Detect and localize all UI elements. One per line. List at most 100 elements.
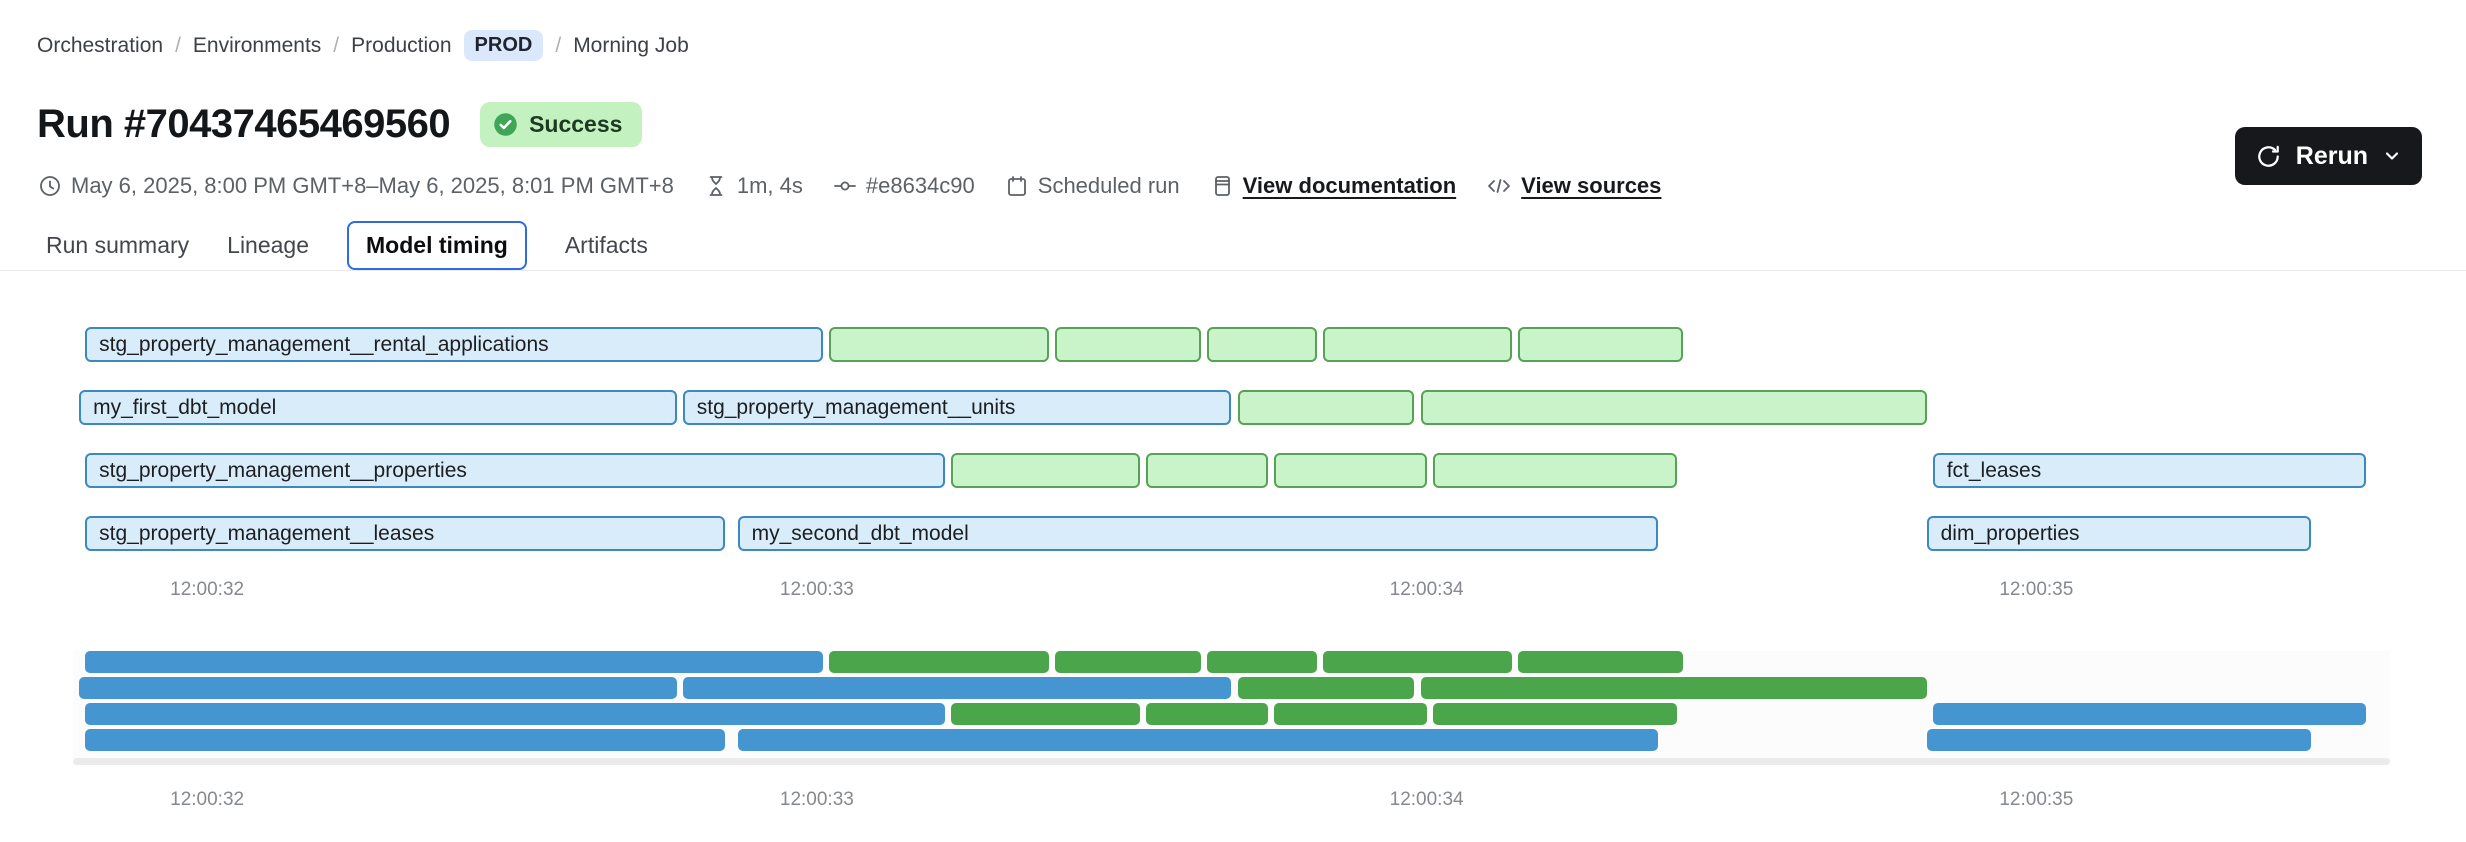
gantt-bar[interactable] bbox=[1274, 453, 1427, 488]
gantt-bar[interactable] bbox=[1237, 390, 1415, 425]
breadcrumb-item-morning-job[interactable]: Morning Job bbox=[573, 33, 689, 57]
status-badge: Success bbox=[480, 102, 643, 147]
minimap-bar[interactable] bbox=[1054, 651, 1201, 673]
axis-tick-label: 12:00:33 bbox=[779, 789, 854, 810]
gantt-bar[interactable]: stg_property_management__units bbox=[682, 390, 1232, 425]
minimap-bar[interactable] bbox=[737, 729, 1659, 751]
gantt-bar[interactable] bbox=[1322, 327, 1512, 362]
axis-tick-label: 12:00:35 bbox=[1999, 789, 2074, 810]
breadcrumb-item-production[interactable]: Production bbox=[351, 33, 452, 57]
chevron-down-icon bbox=[2385, 152, 2399, 160]
gantt-bar[interactable]: stg_property_management__leases bbox=[85, 516, 726, 551]
minimap-bar[interactable] bbox=[1932, 703, 2366, 725]
gantt-bar[interactable] bbox=[1432, 453, 1677, 488]
breadcrumb-separator: / bbox=[555, 33, 562, 57]
gantt-bar[interactable]: stg_property_management__properties bbox=[85, 453, 945, 488]
gantt-bar[interactable] bbox=[1518, 327, 1683, 362]
run-tabs: Run summary Lineage Model timing Artifac… bbox=[0, 221, 2466, 271]
model-name-label: stg_property_management__properties bbox=[99, 459, 467, 482]
page-title: Run #70437465469560 bbox=[37, 102, 451, 146]
axis-tick-label: 12:00:34 bbox=[1389, 789, 1464, 810]
document-icon bbox=[1214, 176, 1230, 196]
breadcrumb-separator: / bbox=[175, 33, 181, 57]
breadcrumb: Orchestration / Environments / Productio… bbox=[0, 0, 2466, 61]
minimap-bar[interactable] bbox=[1274, 703, 1427, 725]
minimap-bar[interactable] bbox=[1207, 651, 1317, 673]
clock-icon bbox=[40, 176, 60, 196]
gantt-bar[interactable]: stg_property_management__rental_applicat… bbox=[85, 327, 823, 362]
gantt-row: stg_property_management__leases my_second… bbox=[73, 516, 2390, 551]
view-documentation-link-item: View documentation bbox=[1210, 173, 1457, 199]
minimap-row bbox=[73, 651, 2390, 673]
gantt-bar[interactable] bbox=[1207, 327, 1317, 362]
breadcrumb-separator: / bbox=[333, 33, 340, 57]
minimap-bar[interactable] bbox=[829, 651, 1049, 673]
model-name-label: fct_leases bbox=[1946, 459, 2042, 482]
code-icon bbox=[1488, 179, 1511, 193]
timeline-minimap bbox=[73, 651, 2390, 765]
environment-badge: PROD bbox=[463, 30, 544, 61]
minimap-bar[interactable] bbox=[951, 703, 1141, 725]
status-label: Success bbox=[529, 111, 623, 137]
timeline-scrollbar[interactable] bbox=[73, 758, 2390, 765]
gantt-row: my_first_dbt_model stg_property_managemen… bbox=[73, 390, 2390, 425]
check-circle-icon bbox=[494, 113, 517, 136]
gantt-bar[interactable] bbox=[1054, 327, 1201, 362]
hourglass-icon bbox=[709, 176, 723, 196]
model-name-label: stg_property_management__rental_applicat… bbox=[99, 333, 549, 356]
model-timing-chart: stg_property_management__rental_applicat… bbox=[73, 327, 2390, 813]
commit-hash: #e8634c90 bbox=[833, 173, 975, 199]
tab-artifacts[interactable]: Artifacts bbox=[564, 232, 648, 258]
gantt-bar[interactable] bbox=[951, 453, 1141, 488]
minimap-bar[interactable] bbox=[85, 703, 945, 725]
gantt-bar[interactable] bbox=[1146, 453, 1269, 488]
minimap-row bbox=[73, 729, 2390, 751]
rerun-button[interactable]: Rerun bbox=[2234, 127, 2422, 185]
axis-tick-label: 12:00:32 bbox=[170, 579, 245, 600]
tab-run-summary[interactable]: Run summary bbox=[46, 232, 190, 258]
axis-tick-label: 12:00:33 bbox=[779, 579, 854, 600]
model-name-label: my_first_dbt_model bbox=[93, 396, 277, 419]
minimap-bar[interactable] bbox=[85, 651, 823, 673]
gantt-time-axis: 12:00:32 12:00:33 12:00:34 12:00:35 bbox=[73, 579, 2390, 603]
gantt-row: stg_property_management__properties fct_l… bbox=[73, 453, 2390, 488]
run-trigger: Scheduled run bbox=[1005, 173, 1180, 199]
rerun-label: Rerun bbox=[2295, 141, 2368, 170]
breadcrumb-item-environments[interactable]: Environments bbox=[192, 33, 322, 57]
minimap-bar[interactable] bbox=[1322, 651, 1512, 673]
gantt-bar[interactable]: fct_leases bbox=[1932, 453, 2366, 488]
gantt-bar[interactable] bbox=[829, 327, 1049, 362]
axis-tick-label: 12:00:34 bbox=[1389, 579, 1464, 600]
gantt-bar[interactable]: my_second_dbt_model bbox=[737, 516, 1659, 551]
breadcrumb-item-orchestration[interactable]: Orchestration bbox=[37, 33, 164, 57]
model-name-label: dim_properties bbox=[1940, 522, 2080, 545]
run-metadata: May 6, 2025, 8:00 PM GMT+8–May 6, 2025, … bbox=[38, 173, 2466, 199]
gantt-bar[interactable] bbox=[1420, 390, 1927, 425]
calendar-icon bbox=[1007, 176, 1026, 196]
tab-lineage[interactable]: Lineage bbox=[227, 232, 310, 258]
minimap-bar[interactable] bbox=[1926, 729, 2311, 751]
minimap-bar[interactable] bbox=[1420, 677, 1927, 699]
minimap-bar[interactable] bbox=[79, 677, 677, 699]
minimap-bar[interactable] bbox=[682, 677, 1232, 699]
gantt-plot: stg_property_management__rental_applicat… bbox=[73, 327, 2390, 551]
axis-tick-label: 12:00:32 bbox=[170, 789, 245, 810]
view-sources-link[interactable]: View sources bbox=[1521, 173, 1662, 198]
minimap-bar[interactable] bbox=[1432, 703, 1677, 725]
commit-icon bbox=[833, 181, 856, 191]
tab-model-timing[interactable]: Model timing bbox=[347, 221, 527, 270]
minimap-bar[interactable] bbox=[1237, 677, 1415, 699]
minimap-bar[interactable] bbox=[85, 729, 726, 751]
model-name-label: my_second_dbt_model bbox=[751, 522, 969, 545]
minimap-bar[interactable] bbox=[1146, 703, 1269, 725]
view-documentation-link[interactable]: View documentation bbox=[1242, 173, 1457, 198]
minimap-row bbox=[73, 677, 2390, 699]
view-sources-link-item: View sources bbox=[1486, 173, 1661, 199]
axis-tick-label: 12:00:35 bbox=[1999, 579, 2074, 600]
minimap-row bbox=[73, 703, 2390, 725]
gantt-bar[interactable]: dim_properties bbox=[1926, 516, 2311, 551]
refresh-icon bbox=[2257, 145, 2279, 167]
minimap-bar[interactable] bbox=[1518, 651, 1683, 673]
gantt-bar[interactable]: my_first_dbt_model bbox=[79, 390, 677, 425]
run-time-range: May 6, 2025, 8:00 PM GMT+8–May 6, 2025, … bbox=[38, 173, 674, 199]
